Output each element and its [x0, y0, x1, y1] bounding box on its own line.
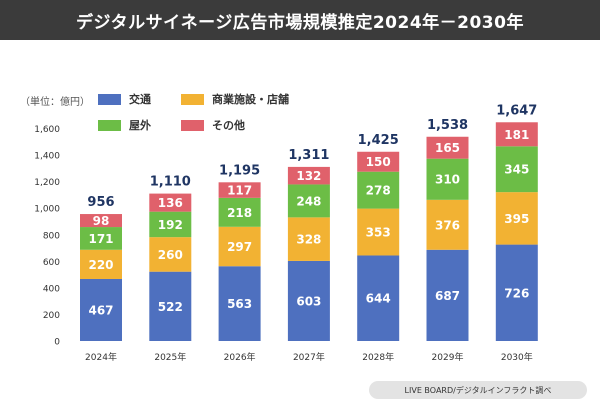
bar-value-label: 165 [435, 141, 460, 155]
bar-total-label: 1,425 [358, 133, 399, 148]
x-tick-label: 2026年 [224, 351, 256, 363]
chart-title: デジタルサイネージ広告市場規模推定2024年－2030年 [0, 0, 600, 40]
bar-value-label: 726 [504, 286, 529, 300]
bar-value-label: 220 [88, 258, 113, 272]
bar-value-label: 248 [296, 194, 321, 208]
bar-segment [80, 214, 122, 228]
bar-segment [287, 166, 330, 185]
bar-value-label: 353 [366, 226, 391, 240]
bar-value-label: 218 [227, 206, 252, 220]
bar-value-label: 117 [227, 184, 252, 198]
y-tick-label: 200 [43, 311, 60, 321]
bar-value-label: 687 [435, 289, 460, 303]
bar-segment [357, 171, 400, 209]
bar-total-label: 1,195 [219, 163, 260, 178]
x-tick-label: 2025年 [154, 351, 186, 363]
bar-value-label: 150 [366, 155, 391, 169]
bar-segment [495, 122, 538, 147]
legend-swatch-commercial [181, 93, 204, 105]
bar-segment [80, 278, 122, 341]
legend-label-transport: 交通 [129, 93, 151, 106]
source-badge: LIVE BOARD/デジタルインフラクト調べ [369, 381, 587, 399]
y-tick-label: 400 [43, 284, 60, 294]
y-tick-label: 1,200 [34, 178, 60, 188]
y-tick-label: 800 [43, 231, 60, 241]
legend-swatch-transport [98, 93, 121, 105]
bar-value-label: 192 [158, 218, 183, 232]
bar-segment [495, 146, 538, 193]
bar-value-label: 467 [88, 303, 113, 317]
bar-segment [218, 197, 261, 227]
bar-value-label: 132 [296, 169, 321, 183]
y-tick-label: 0 [54, 338, 60, 348]
bar-segment [80, 227, 122, 250]
legend-item-transport: 交通 [98, 91, 151, 107]
legend-item-outdoor: 屋外 [98, 117, 151, 133]
bar-segment [357, 151, 400, 172]
y-tick-label: 600 [43, 258, 60, 268]
bar-value-label: 310 [435, 173, 460, 187]
bar-total-label: 1,110 [150, 175, 191, 190]
unit-label: （単位：億円） [20, 97, 90, 108]
bar-segment [426, 136, 469, 159]
legend-label-other: その他 [212, 119, 245, 132]
bar-value-label: 297 [227, 240, 252, 254]
bar-value-label: 181 [504, 128, 529, 142]
bar-value-label: 522 [158, 300, 183, 314]
bar-value-label: 603 [296, 294, 321, 308]
bar-value-label: 563 [227, 297, 252, 311]
bar-segment [149, 237, 192, 272]
x-tick-label: 2024年 [85, 351, 117, 363]
bar-value-label: 345 [504, 163, 529, 177]
legend-item-commercial: 商業施設・店舗 [181, 91, 289, 107]
bar-total-label: 956 [87, 195, 114, 210]
x-tick-label: 2028年 [362, 351, 394, 363]
bar-segment [426, 158, 469, 200]
bar-segment [80, 249, 122, 279]
bar-segment [149, 211, 192, 238]
bar-segment [495, 244, 538, 341]
bar-segment [149, 271, 192, 341]
x-tick-label: 2030年 [501, 351, 533, 363]
bar-segment [287, 184, 330, 218]
bar-segment [287, 260, 330, 341]
bar-value-label: 376 [435, 218, 460, 232]
y-tick-label: 1,400 [34, 152, 60, 162]
bar-value-label: 136 [158, 196, 183, 210]
bar-value-label: 171 [88, 232, 113, 246]
x-tick-label: 2027年 [293, 351, 325, 363]
bar-segment [357, 255, 400, 341]
bar-segment [218, 226, 261, 267]
legend-label-commercial: 商業施設・店舗 [212, 93, 289, 106]
bar-value-label: 278 [366, 184, 391, 198]
bar-value-label: 395 [504, 212, 529, 226]
bar-total-label: 1,311 [288, 148, 329, 163]
bar-segment [357, 208, 400, 256]
legend-label-outdoor: 屋外 [129, 119, 151, 132]
bar-segment [426, 249, 469, 341]
y-tick-label: 1,000 [34, 205, 60, 215]
bar-total-label: 1,538 [427, 118, 468, 133]
bar-segment [218, 182, 261, 198]
bar-value-label: 644 [366, 292, 391, 306]
bar-segment [426, 199, 469, 250]
legend-swatch-outdoor [98, 119, 121, 131]
y-tick-label: 1,600 [34, 125, 60, 135]
x-tick-label: 2029年 [432, 351, 464, 363]
bar-total-label: 1,647 [496, 103, 537, 118]
bar-segment [218, 266, 261, 341]
bar-segment [149, 193, 192, 212]
bar-value-label: 98 [93, 214, 110, 228]
bar-value-label: 260 [158, 248, 183, 262]
legend-swatch-other [181, 119, 204, 131]
bar-value-label: 328 [296, 233, 321, 247]
legend-item-other: その他 [181, 117, 245, 133]
bar-segment [495, 192, 538, 245]
bar-segment [287, 217, 330, 261]
